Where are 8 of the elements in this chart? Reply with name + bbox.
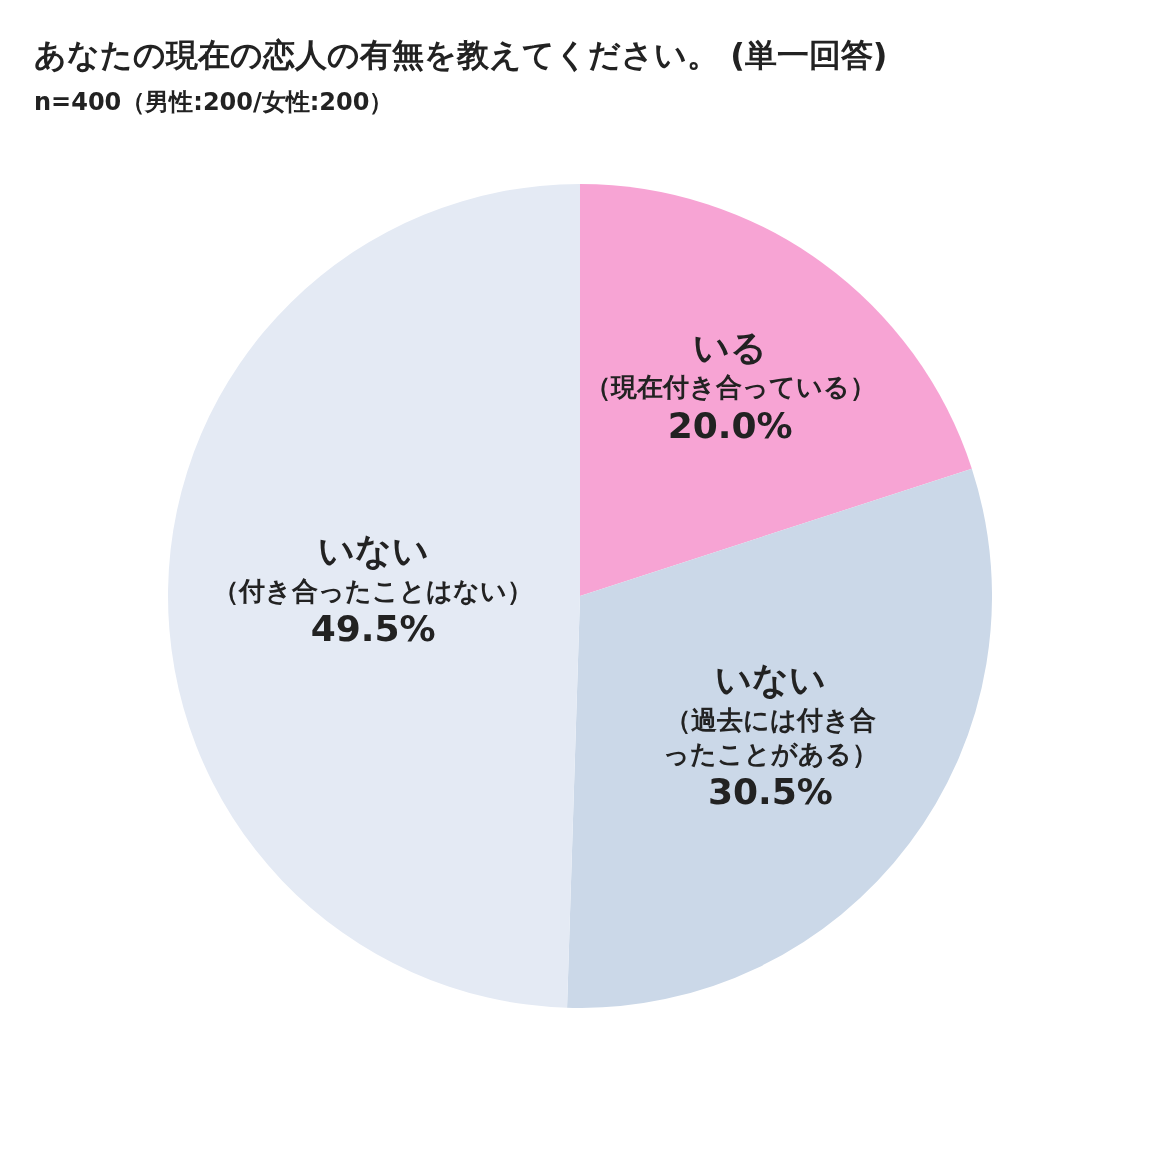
chart-subtitle: n=400（男性:200/女性:200） xyxy=(34,87,394,118)
data-label: 30.5% xyxy=(707,771,833,813)
slice-label: いない（過去には付き合ったことがある） xyxy=(662,659,878,769)
slice-label: いない（付き合ったことはない） xyxy=(213,530,534,606)
chart-title: あなたの現在の恋人の有無を教えてください。 (単一回答) xyxy=(34,35,888,76)
slice-label: いる（現在付き合っている） xyxy=(584,326,876,403)
data-label: 20.0% xyxy=(667,404,793,446)
data-label: 49.5% xyxy=(310,608,436,650)
